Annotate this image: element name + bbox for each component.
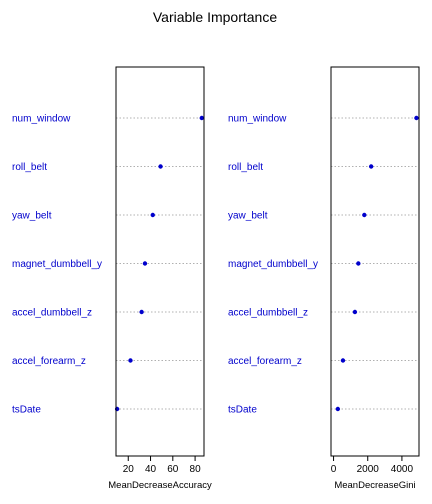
variable-label-roll_belt: roll_belt — [228, 162, 263, 173]
panel-frame — [330, 66, 420, 457]
point-num_window — [414, 115, 419, 121]
chart-title: Variable Importance — [153, 9, 277, 25]
variable-label-num_window: num_window — [228, 114, 287, 125]
panel-1: num_window roll_belt yaw_belt magnet_dumbbe… — [12, 66, 212, 491]
x-tick-label-20: 20 — [123, 464, 135, 475]
point-magnet_dumbbell_y — [356, 261, 361, 266]
x-tick-label-4000: 4000 — [391, 464, 414, 475]
point-roll_belt — [368, 164, 374, 169]
x-tick-label-80: 80 — [190, 464, 202, 475]
x-tick-label-40: 40 — [145, 464, 157, 475]
panels-layer: num_window roll_belt yaw_belt magnet_dumbbe… — [12, 66, 420, 491]
variable-label-num_window: num_window — [12, 114, 71, 125]
variable-label-yaw_belt: yaw_belt — [12, 211, 52, 222]
point-num_window — [199, 115, 204, 121]
point-tsDate — [335, 406, 341, 412]
point-roll_belt — [158, 164, 163, 169]
x-axis-label: MeanDecreaseAccuracy — [108, 480, 212, 491]
point-accel_dumbbell_z — [139, 309, 144, 315]
point-accel_dumbbell_z — [352, 309, 358, 315]
point-accel_forearm_z — [340, 358, 346, 363]
variable-label-tsDate: tsDate — [12, 405, 41, 416]
variable-label-accel_dumbbell_z: accel_dumbbell_z — [12, 308, 92, 319]
x-tick-label-0: 0 — [331, 464, 337, 475]
variable-label-tsDate: tsDate — [228, 405, 257, 416]
variable-label-magnet_dumbbell_y: magnet_dumbbell_y — [228, 259, 318, 270]
point-accel_forearm_z — [128, 358, 133, 363]
variable-label-magnet_dumbbell_y: magnet_dumbbell_y — [12, 259, 102, 270]
x-tick-label-2000: 2000 — [357, 464, 380, 475]
variable-label-roll_belt: roll_belt — [12, 162, 47, 173]
variable-label-accel_dumbbell_z: accel_dumbbell_z — [228, 308, 308, 319]
panel-frame — [115, 66, 205, 457]
panel-2: num_window roll_belt yaw_belt magnet_dumbbe… — [228, 66, 420, 491]
point-magnet_dumbbell_y — [142, 261, 148, 266]
variable-label-accel_forearm_z: accel_forearm_z — [228, 356, 302, 367]
point-yaw_belt — [150, 212, 155, 218]
x-axis-label: MeanDecreaseGini — [334, 480, 415, 491]
x-tick-label-60: 60 — [167, 464, 179, 475]
point-yaw_belt — [362, 212, 367, 218]
variable-label-accel_forearm_z: accel_forearm_z — [12, 356, 86, 367]
variable-label-yaw_belt: yaw_belt — [228, 211, 268, 222]
